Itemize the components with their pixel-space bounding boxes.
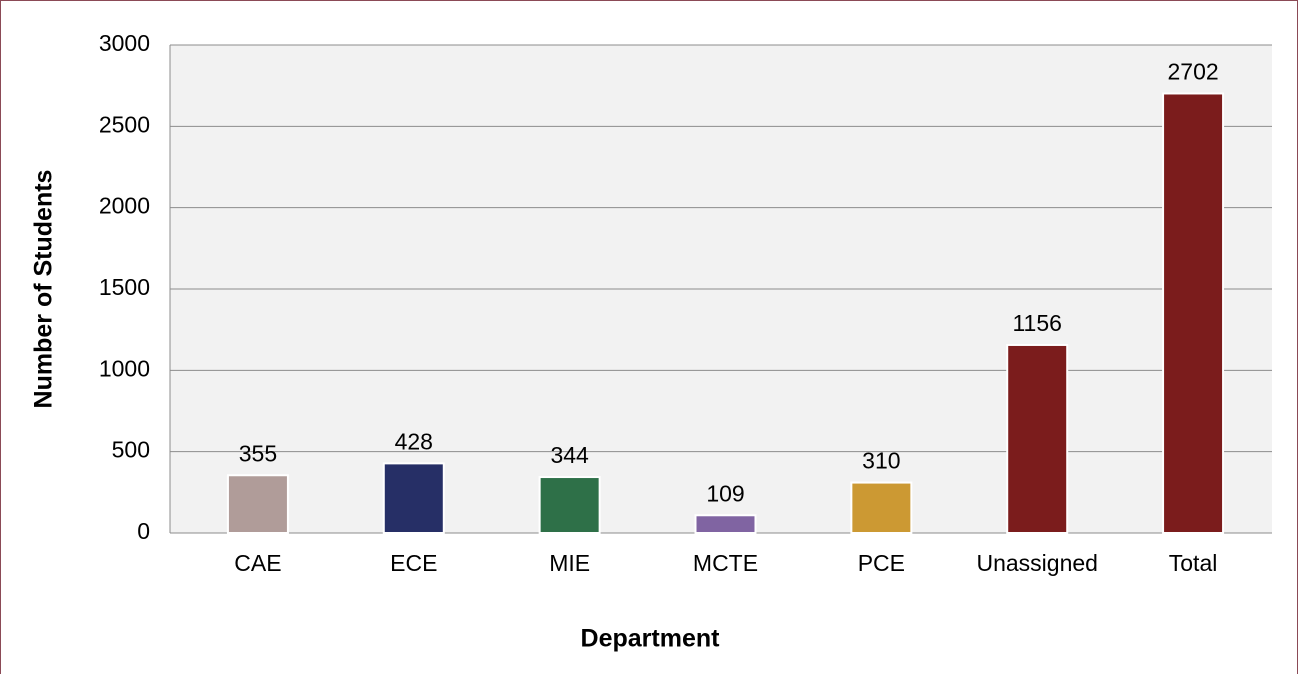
data-label: 355 [239, 440, 277, 466]
x-axis-title: Department [581, 625, 721, 653]
x-tick-label: CAE [234, 550, 281, 576]
y-tick-label: 2500 [99, 111, 150, 137]
data-label: 344 [550, 442, 589, 468]
bar [850, 481, 913, 534]
bar [1006, 343, 1069, 534]
x-tick-label: Total [1169, 550, 1218, 576]
x-tick-label: PCE [858, 550, 905, 576]
bar [382, 462, 445, 534]
bar [538, 476, 601, 534]
bar [694, 514, 757, 535]
data-label: 310 [862, 448, 900, 474]
y-tick-label: 2000 [99, 193, 150, 219]
y-tick-label: 1000 [99, 355, 150, 381]
y-tick-label: 0 [137, 518, 150, 544]
data-label: 1156 [1012, 310, 1061, 336]
y-tick-label: 500 [112, 437, 150, 463]
data-label: 2702 [1167, 59, 1218, 85]
y-axis-title: Number of Students [30, 170, 58, 409]
y-tick-label: 3000 [99, 30, 150, 56]
bar [226, 474, 289, 534]
x-tick-label: Unassigned [976, 550, 1097, 576]
data-label: 428 [395, 428, 433, 454]
data-label: 109 [706, 480, 744, 506]
y-tick-label: 1500 [99, 274, 150, 300]
x-tick-label: MIE [549, 550, 590, 576]
bar [1162, 92, 1225, 534]
x-tick-label: ECE [390, 550, 437, 576]
x-tick-label: MCTE [693, 550, 758, 576]
